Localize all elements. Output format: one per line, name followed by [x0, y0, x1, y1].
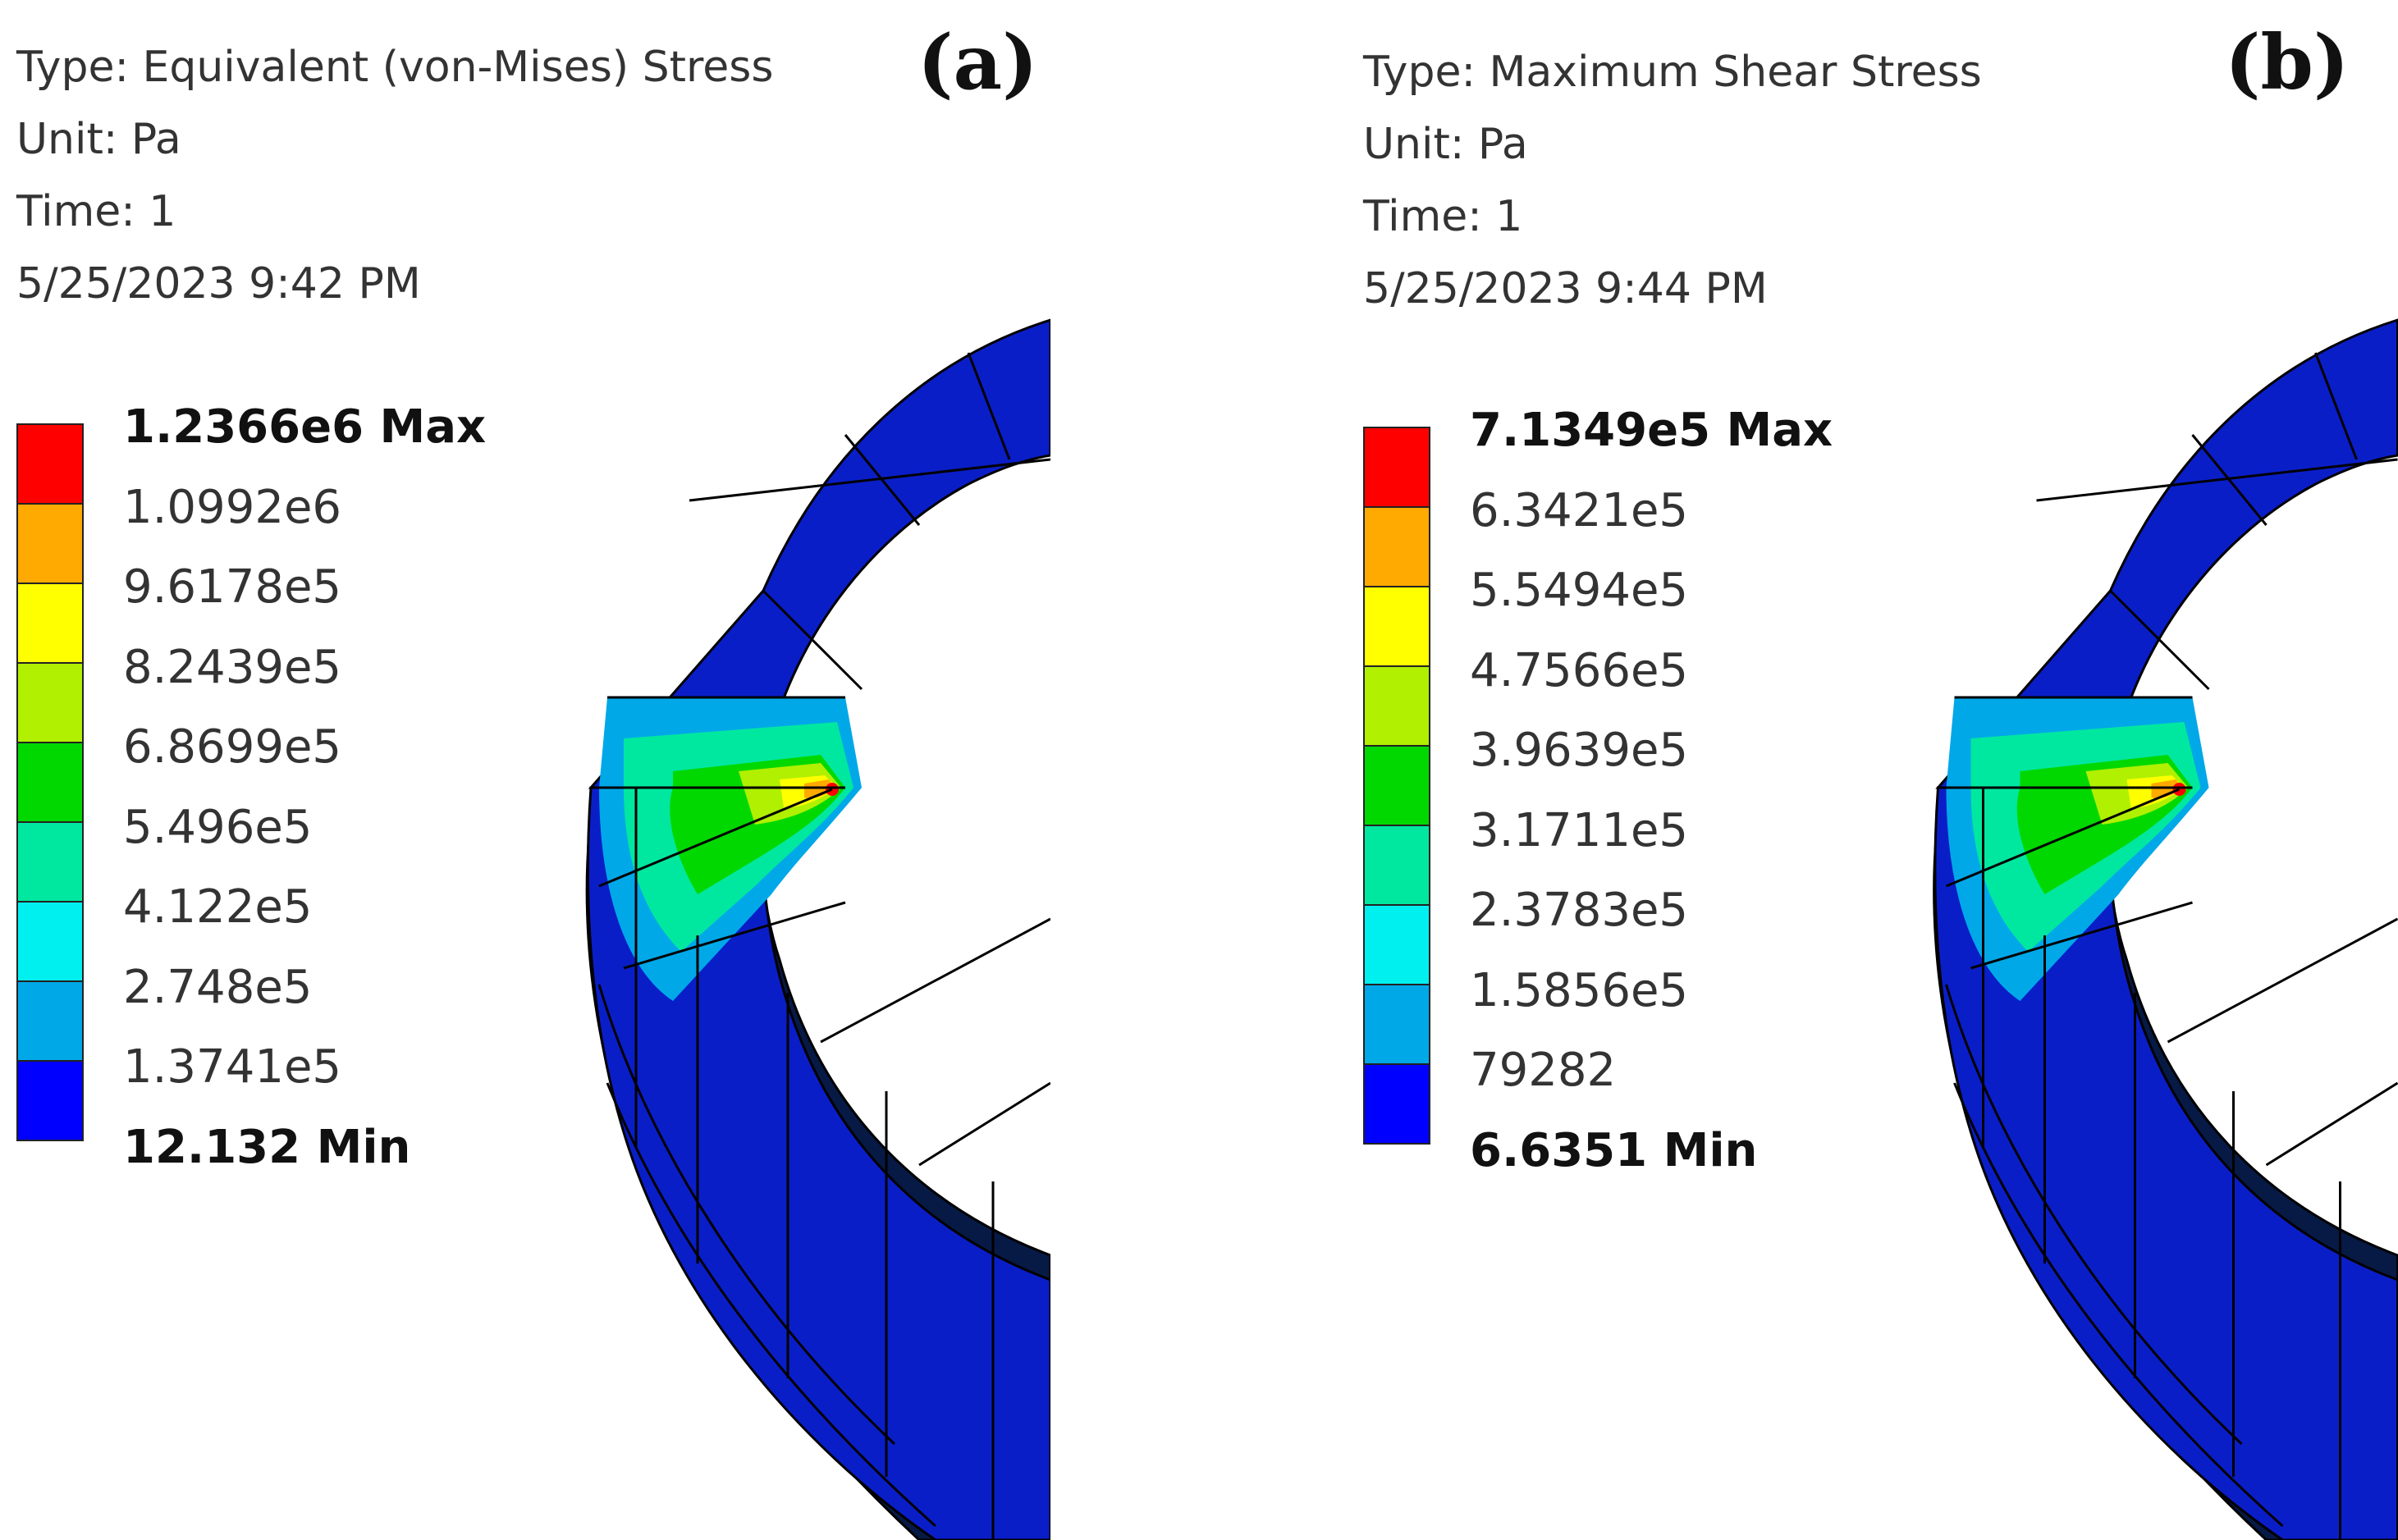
- legend-swatch: [1363, 826, 1430, 906]
- legend-swatch: [16, 743, 84, 823]
- legend-swatch: [1363, 508, 1430, 587]
- fea-model-view: [585, 318, 1050, 1540]
- legend-swatch: [16, 505, 84, 584]
- legend-label: 5.496e5: [123, 800, 313, 854]
- legend-label: 1.0992e6: [123, 480, 342, 534]
- legend-label: 3.9639e5: [1470, 724, 1689, 777]
- legend-swatch: [1363, 985, 1430, 1065]
- fea-model-view: [1933, 318, 2398, 1540]
- legend-swatch: [16, 982, 84, 1062]
- legend-label: 6.3421e5: [1470, 483, 1689, 537]
- legend-label: 4.122e5: [123, 880, 313, 934]
- panel-label: (b): [2225, 18, 2350, 107]
- legend-swatch: [1363, 906, 1430, 985]
- color-legend: [16, 423, 84, 1141]
- legend-label: 79282: [1470, 1044, 1617, 1097]
- legend-swatch: [16, 1062, 84, 1141]
- ring-front-face: [586, 786, 1050, 1540]
- legend-swatch: [16, 664, 84, 743]
- legend-label: 2.3783e5: [1470, 884, 1689, 937]
- legend-max-label: 7.1349e5 Max: [1470, 404, 1833, 457]
- legend-label: 5.5494e5: [1470, 564, 1689, 617]
- legend-swatch: [1363, 747, 1430, 826]
- panel-label: (a): [918, 18, 1038, 107]
- legend-swatch: [16, 823, 84, 903]
- result-date: 5/25/2023 9:42 PM: [16, 259, 421, 308]
- legend-label: 3.1711e5: [1470, 803, 1689, 857]
- panel-b: Type: Maximum Shear Stress Unit: Pa Time…: [1199, 0, 2398, 1540]
- result-unit: Unit: Pa: [16, 115, 181, 164]
- legend-min-label: 12.132 Min: [123, 1120, 411, 1174]
- legend-label: 6.8699e5: [123, 720, 342, 774]
- legend-min-label: 6.6351 Min: [1470, 1123, 1758, 1177]
- color-legend: [1363, 427, 1430, 1145]
- result-unit: Unit: Pa: [1363, 120, 1528, 169]
- legend-swatch: [16, 423, 84, 505]
- legend-label: 1.3741e5: [123, 1040, 342, 1094]
- legend-swatch: [1363, 667, 1430, 747]
- legend-labels: 7.1349e5 Max 6.3421e5 5.5494e5 4.7566e5 …: [1470, 391, 1833, 1190]
- legend-max-label: 1.2366e6 Max: [123, 400, 487, 454]
- legend-swatch: [1363, 427, 1430, 508]
- legend-label: 1.5856e5: [1470, 963, 1689, 1017]
- stress-region-peak-orange: [2151, 779, 2183, 799]
- legend-labels: 1.2366e6 Max 1.0992e6 9.6178e5 8.2439e5 …: [123, 387, 486, 1187]
- result-time: Time: 1: [16, 187, 176, 236]
- result-type: Type: Maximum Shear Stress: [1363, 48, 1982, 97]
- legend-label: 9.6178e5: [123, 560, 342, 614]
- result-type: Type: Equivalent (von-Mises) Stress: [16, 43, 774, 92]
- legend-swatch: [1363, 1065, 1430, 1145]
- result-info: Type: Equivalent (von-Mises) Stress Unit…: [16, 31, 773, 320]
- legend-swatch: [16, 903, 84, 982]
- stress-region-peak-orange: [804, 779, 835, 799]
- mesh-lines: [591, 352, 1050, 1540]
- legend-swatch: [16, 584, 84, 664]
- mesh-lines: [1938, 352, 2398, 1540]
- legend-swatch: [1363, 587, 1430, 667]
- result-date: 5/25/2023 9:44 PM: [1363, 264, 1768, 313]
- legend-label: 4.7566e5: [1470, 643, 1689, 697]
- legend-label: 8.2439e5: [123, 640, 342, 694]
- panel-a: Type: Equivalent (von-Mises) Stress Unit…: [16, 18, 1050, 1540]
- legend-label: 2.748e5: [123, 960, 313, 1014]
- result-time: Time: 1: [1363, 192, 1523, 241]
- ring-front-face: [1934, 786, 2398, 1540]
- result-info: Type: Maximum Shear Stress Unit: Pa Time…: [1363, 36, 1982, 325]
